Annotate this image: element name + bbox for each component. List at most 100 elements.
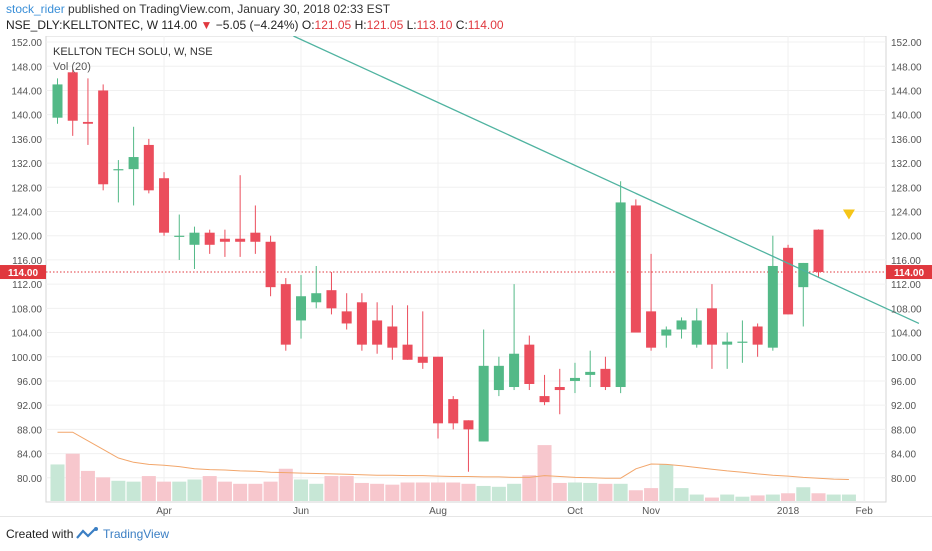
volume-bar	[339, 476, 354, 501]
candle-body	[646, 311, 657, 348]
trendline-segment	[293, 36, 920, 325]
candle-body	[691, 320, 702, 345]
volume-bar	[309, 483, 324, 501]
candle-body	[539, 396, 550, 403]
publish-info: stock_rider published on TradingView.com…	[6, 2, 390, 16]
volume-bar	[431, 482, 445, 501]
candle-body	[159, 178, 170, 233]
volume-bar	[446, 482, 461, 501]
y-tick-label-left: 144.00	[11, 86, 42, 97]
candle-body	[706, 308, 717, 345]
grid	[45, 36, 887, 503]
candle-body	[509, 353, 520, 388]
volume-bar	[583, 482, 598, 501]
close-label: C:	[455, 18, 468, 32]
volume-bar	[644, 488, 659, 501]
candle-body	[554, 387, 565, 391]
volume-bar	[704, 497, 719, 501]
candle-body	[265, 241, 276, 288]
volume-bar	[65, 453, 80, 501]
volume-bar	[385, 484, 400, 501]
volume-bar	[659, 464, 674, 501]
candle-body	[372, 320, 383, 345]
price-chart[interactable]: 114.00 114.00 152.00 152.00 148.00 148.00 144…	[0, 36, 932, 516]
author-link[interactable]: stock_rider	[6, 2, 65, 16]
x-tick-label: Apr	[156, 506, 172, 516]
volume-bar	[841, 494, 856, 501]
volume-bar	[217, 481, 232, 501]
volume-bar	[278, 468, 293, 501]
published-text: published on TradingView.com, January 30…	[68, 2, 391, 16]
created-with-label: Created with	[6, 527, 74, 541]
candle-body	[600, 368, 611, 388]
legend-volume: Vol (20)	[53, 61, 91, 73]
candle-body	[52, 84, 63, 118]
down-triangle-marker-icon	[842, 209, 855, 220]
signal-marker	[842, 209, 855, 220]
candle-body	[67, 72, 78, 121]
volume-bar	[50, 464, 65, 501]
volume-bar	[111, 480, 126, 501]
volume-bar	[689, 494, 704, 501]
volume-bar	[628, 490, 643, 501]
candle-body	[417, 356, 428, 363]
volume-bar	[354, 482, 369, 501]
last-price: 114.00	[161, 18, 198, 32]
y-tick-label-right: 80.00	[891, 474, 916, 485]
x-tick-label: Jun	[293, 506, 309, 516]
volume-bar	[735, 496, 750, 501]
volume-bar	[202, 476, 217, 501]
volume-bar	[248, 483, 263, 501]
x-tick-label: 2018	[777, 506, 800, 516]
y-tick-label-left: 96.00	[17, 377, 42, 388]
y-tick-label-left: 112.00	[12, 280, 42, 291]
volume-bar	[157, 481, 172, 501]
quote-line: NSE_DLY:KELLTONTEC, W 114.00 ▼ −5.05 (−4…	[6, 18, 504, 32]
y-tick-label-left: 148.00	[11, 62, 42, 73]
y-tick-label-right: 100.00	[891, 353, 922, 364]
candle-body	[189, 232, 200, 245]
volume-bar	[781, 493, 796, 501]
last-price-tag-right	[886, 265, 932, 280]
candle-body	[524, 344, 535, 384]
volume-bar	[233, 483, 248, 501]
tradingview-brand-link[interactable]: TradingView	[103, 527, 170, 541]
candle-body	[387, 326, 398, 348]
candle-body	[478, 365, 489, 442]
candle-body	[615, 202, 626, 388]
candle-body	[98, 90, 109, 185]
chart-header: stock_rider published on TradingView.com…	[0, 0, 932, 36]
volume-bar	[324, 476, 339, 501]
trendline[interactable]	[293, 36, 920, 325]
volume-bar	[507, 483, 522, 501]
candle-body	[128, 157, 139, 170]
volume-bar	[370, 483, 385, 501]
volume-bar	[522, 475, 537, 501]
candle-body	[737, 341, 748, 343]
candle-body	[82, 121, 93, 124]
candle-body	[798, 262, 809, 288]
y-tick-label-right: 140.00	[891, 111, 922, 122]
volume-bars	[50, 445, 856, 501]
candle-body	[433, 356, 443, 424]
volume-bar	[400, 482, 415, 501]
y-tick-label-left: 92.00	[17, 401, 42, 412]
y-tick-label-left: 140.00	[11, 111, 42, 122]
volume-bar	[567, 482, 582, 501]
candle-body	[493, 365, 504, 391]
y-tick-label-left: 116.00	[12, 256, 42, 267]
y-tick-label-right: 112.00	[891, 280, 921, 291]
symbol: NSE_DLY:KELLTONTEC, W	[6, 18, 159, 32]
candle-body	[783, 247, 794, 315]
volume-bar	[537, 445, 552, 501]
volume-bar	[613, 483, 628, 501]
high-label: H:	[354, 18, 367, 32]
candle-body	[280, 284, 291, 345]
last-price-tag-left-text: 114.00	[8, 268, 38, 279]
y-tick-label-left: 100.00	[11, 353, 42, 364]
y-tick-label-left: 108.00	[11, 304, 42, 315]
y-tick-label-right: 132.00	[891, 159, 922, 170]
down-arrow-icon: ▼	[200, 18, 213, 32]
volume-bar	[96, 477, 111, 501]
volume-bar	[172, 481, 187, 501]
